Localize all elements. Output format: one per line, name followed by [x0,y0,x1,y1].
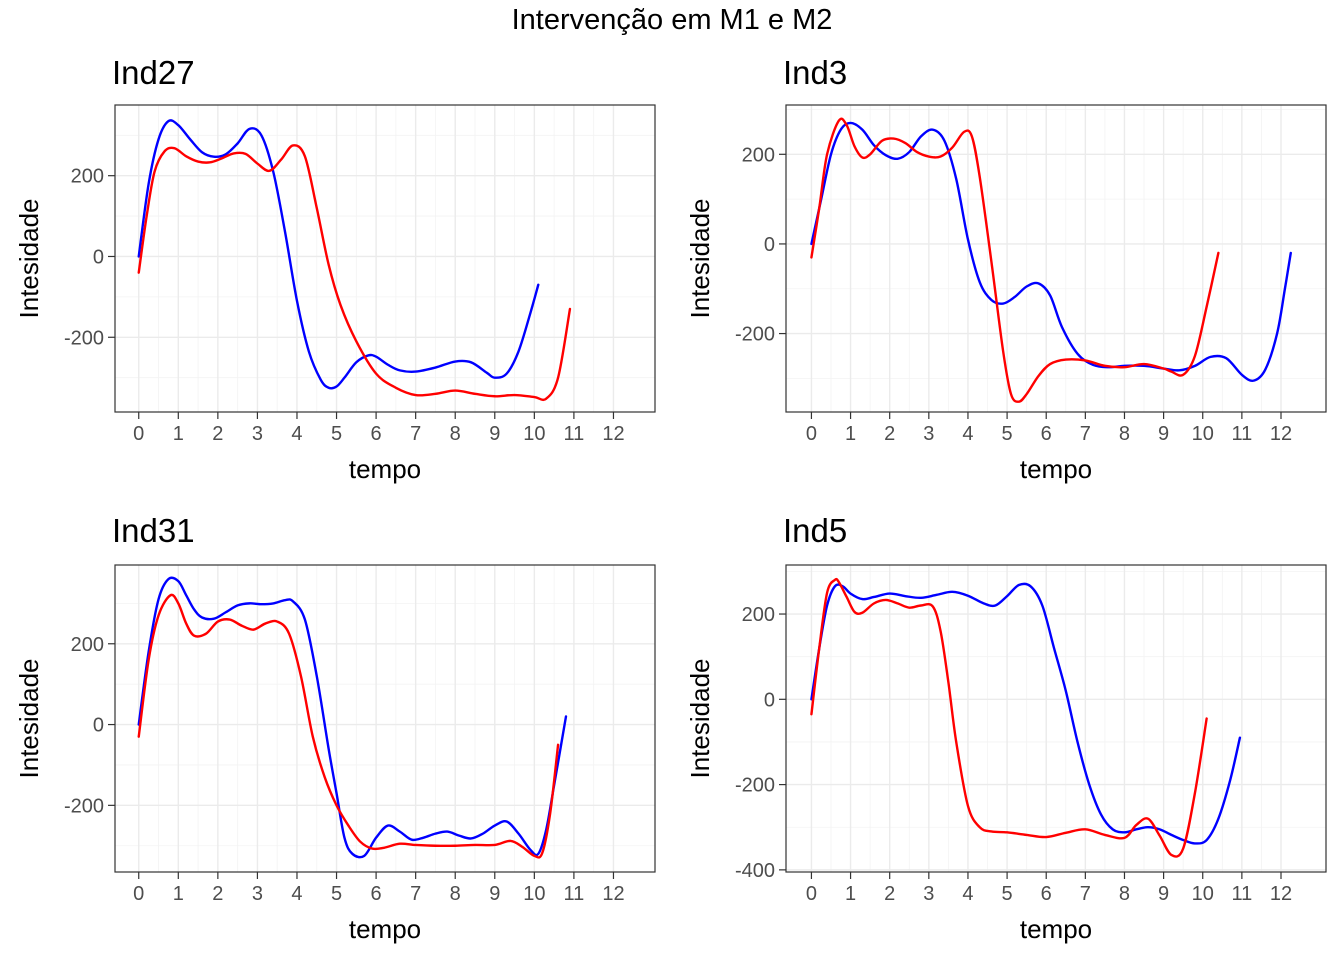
x-tick-label: 6 [1041,883,1052,905]
y-tick-label: 200 [71,634,104,656]
x-axis-title: tempo [1020,914,1092,944]
x-tick-label: 6 [1041,423,1052,445]
x-tick-label: 7 [1080,883,1091,905]
series-line-blue [810,121,1292,382]
x-tick-label: 10 [523,423,545,445]
x-tick-label: 1 [173,423,184,445]
series-line-blue [810,582,1242,845]
x-tick-label: 11 [1231,883,1252,905]
panel-border [114,564,656,873]
panel-title: Ind27 [112,54,195,91]
y-axis-title: Intesidade [685,659,715,779]
y-axis-title: Intesidade [14,659,44,779]
panel-border [785,564,1327,873]
series-line-blue [137,576,568,859]
y-tick-label: 0 [93,246,104,268]
series-line-blue [137,119,540,390]
y-axis-title: Intesidade [14,199,44,319]
x-tick-label: 5 [331,423,342,445]
y-tick-label: -400 [735,860,775,882]
x-axis-title: tempo [1020,454,1092,484]
x-tick-label: 9 [1158,423,1169,445]
y-tick-label: -200 [735,775,775,797]
panel-background [115,105,655,412]
x-tick-label: 7 [410,883,421,905]
x-tick-label: 11 [564,423,585,445]
x-tick-label: 5 [1002,423,1013,445]
y-tick-label: 0 [764,234,775,256]
x-tick-label: 4 [962,883,973,905]
y-tick-label: -200 [64,327,104,349]
x-tick-label: 9 [1158,883,1169,905]
x-tick-label: 12 [1270,883,1292,905]
x-tick-label: 11 [1231,423,1252,445]
y-tick-label: 0 [764,689,775,711]
panel-background [786,565,1326,872]
y-tick-label: -200 [735,324,775,346]
x-tick-label: 8 [1119,883,1130,905]
panel-ind5: 0 1 2 3 4 5 6 7 8 9 10 11 12-400-2000200Ind5tempoInt… [685,512,1327,944]
x-tick-label: 1 [845,423,856,445]
y-tick-label: 0 [93,715,104,737]
x-tick-label: 10 [523,883,545,905]
y-tick-label: 200 [742,144,775,166]
x-tick-label: 12 [602,883,624,905]
panel-title: Ind5 [783,512,847,549]
panel-border [785,104,1327,413]
x-tick-label: 12 [602,423,624,445]
series-line-red [810,117,1220,403]
x-tick-label: 9 [489,423,500,445]
x-tick-label: 5 [1002,883,1013,905]
x-tick-label: 2 [884,883,895,905]
x-tick-label: 2 [212,423,223,445]
panel-background [786,105,1326,412]
x-axis-title: tempo [349,454,421,484]
x-tick-label: 8 [450,423,461,445]
x-tick-label: 7 [1080,423,1091,445]
x-tick-label: 8 [1119,423,1130,445]
x-tick-label: 4 [962,423,973,445]
x-tick-label: 5 [331,883,342,905]
x-tick-label: 2 [884,423,895,445]
x-tick-label: 4 [291,423,302,445]
x-tick-label: 0 [133,883,144,905]
x-tick-label: 0 [806,883,817,905]
x-tick-label: 0 [806,423,817,445]
y-tick-label: 200 [71,166,104,188]
x-tick-label: 2 [212,883,223,905]
x-tick-label: 4 [291,883,302,905]
y-axis-title: Intesidade [685,199,715,319]
x-tick-label: 11 [564,883,585,905]
x-tick-label: 3 [923,883,934,905]
x-tick-label: 3 [252,423,263,445]
x-tick-label: 1 [173,883,184,905]
x-tick-label: 1 [845,883,856,905]
panel-title: Ind3 [783,54,847,91]
x-tick-label: 3 [252,883,263,905]
x-axis-title: tempo [349,914,421,944]
panel-title: Ind31 [112,512,195,549]
x-tick-label: 0 [133,423,144,445]
x-tick-label: 7 [410,423,421,445]
chart-title: Intervenção em M1 e M2 [511,4,833,36]
y-tick-label: 200 [742,604,775,626]
panel-ind31: 0 1 2 3 4 5 6 7 8 9 10 11 12-2000200Ind31tempoIntesi… [14,512,656,944]
y-tick-label: -200 [64,795,104,817]
panel-border [114,104,656,413]
panel-ind3: 0 1 2 3 4 5 6 7 8 9 10 11 12-2000200Ind3tempoIntesid… [685,54,1327,484]
x-tick-label: 10 [1192,883,1214,905]
x-tick-label: 12 [1270,423,1292,445]
x-tick-label: 10 [1192,423,1214,445]
x-tick-label: 6 [371,423,382,445]
x-tick-label: 3 [923,423,934,445]
series-line-red [137,593,560,859]
series-line-red [810,577,1208,858]
x-tick-label: 6 [371,883,382,905]
series-line-red [137,144,572,402]
panel-ind27: 0 1 2 3 4 5 6 7 8 9 10 11 12-2000200Ind27tempoIntesi… [14,54,656,484]
x-tick-label: 9 [489,883,500,905]
x-tick-label: 8 [450,883,461,905]
